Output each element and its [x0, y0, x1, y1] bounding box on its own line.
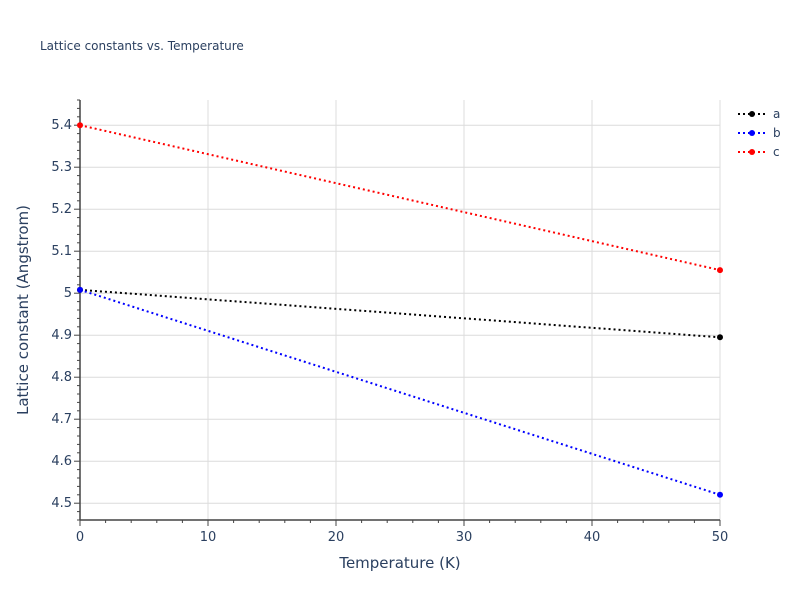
- y-tick-label: 4.8: [51, 370, 72, 385]
- x-tick-label: 20: [328, 530, 345, 545]
- x-axis-title: Temperature (K): [338, 554, 460, 572]
- y-tick-label: 4.7: [51, 412, 72, 427]
- legend-label-a: a: [773, 107, 780, 121]
- x-tick-label: 50: [712, 530, 729, 545]
- legend-marker-b: [749, 130, 755, 136]
- y-tick-label: 5.3: [51, 160, 72, 175]
- legend-label-b: b: [773, 126, 781, 140]
- series-line-c: [79, 124, 721, 272]
- legend-label-c: c: [773, 145, 780, 159]
- y-tick-label: 5.1: [51, 244, 72, 259]
- grid: [80, 100, 721, 520]
- x-tick-label: 10: [200, 530, 217, 545]
- chart-title: Lattice constants vs. Temperature: [40, 39, 244, 53]
- y-tick-label: 4.5: [51, 496, 72, 511]
- y-tick-label: 4.6: [51, 454, 72, 469]
- x-tick-label: 30: [456, 530, 473, 545]
- legend-marker-c: [749, 149, 755, 155]
- y-tick-label: 4.9: [51, 328, 72, 343]
- data-point-a: [717, 334, 723, 341]
- axes: 4.5 4.6 4.7 4.8 4.9 5 5.1 5.2 5.3 5.4 0 10 20 30 40 50: [51, 99, 729, 545]
- legend: abc: [738, 107, 781, 159]
- data-point-b: [77, 286, 83, 293]
- data-point-c: [77, 122, 83, 129]
- series-line-a: [79, 288, 721, 339]
- y-axis-title: Lattice constant (Angstrom): [14, 205, 32, 415]
- plot-area: [77, 122, 723, 498]
- x-tick-label: 40: [584, 530, 601, 545]
- legend-marker-a: [749, 111, 755, 117]
- y-tick-label: 5.2: [51, 202, 72, 217]
- data-point-b: [717, 491, 723, 498]
- data-point-c: [717, 267, 723, 274]
- series-line-b: [79, 288, 721, 496]
- y-tick-label: 5.4: [51, 118, 72, 133]
- x-tick-label: 0: [76, 530, 84, 545]
- y-tick-label: 5: [64, 286, 72, 301]
